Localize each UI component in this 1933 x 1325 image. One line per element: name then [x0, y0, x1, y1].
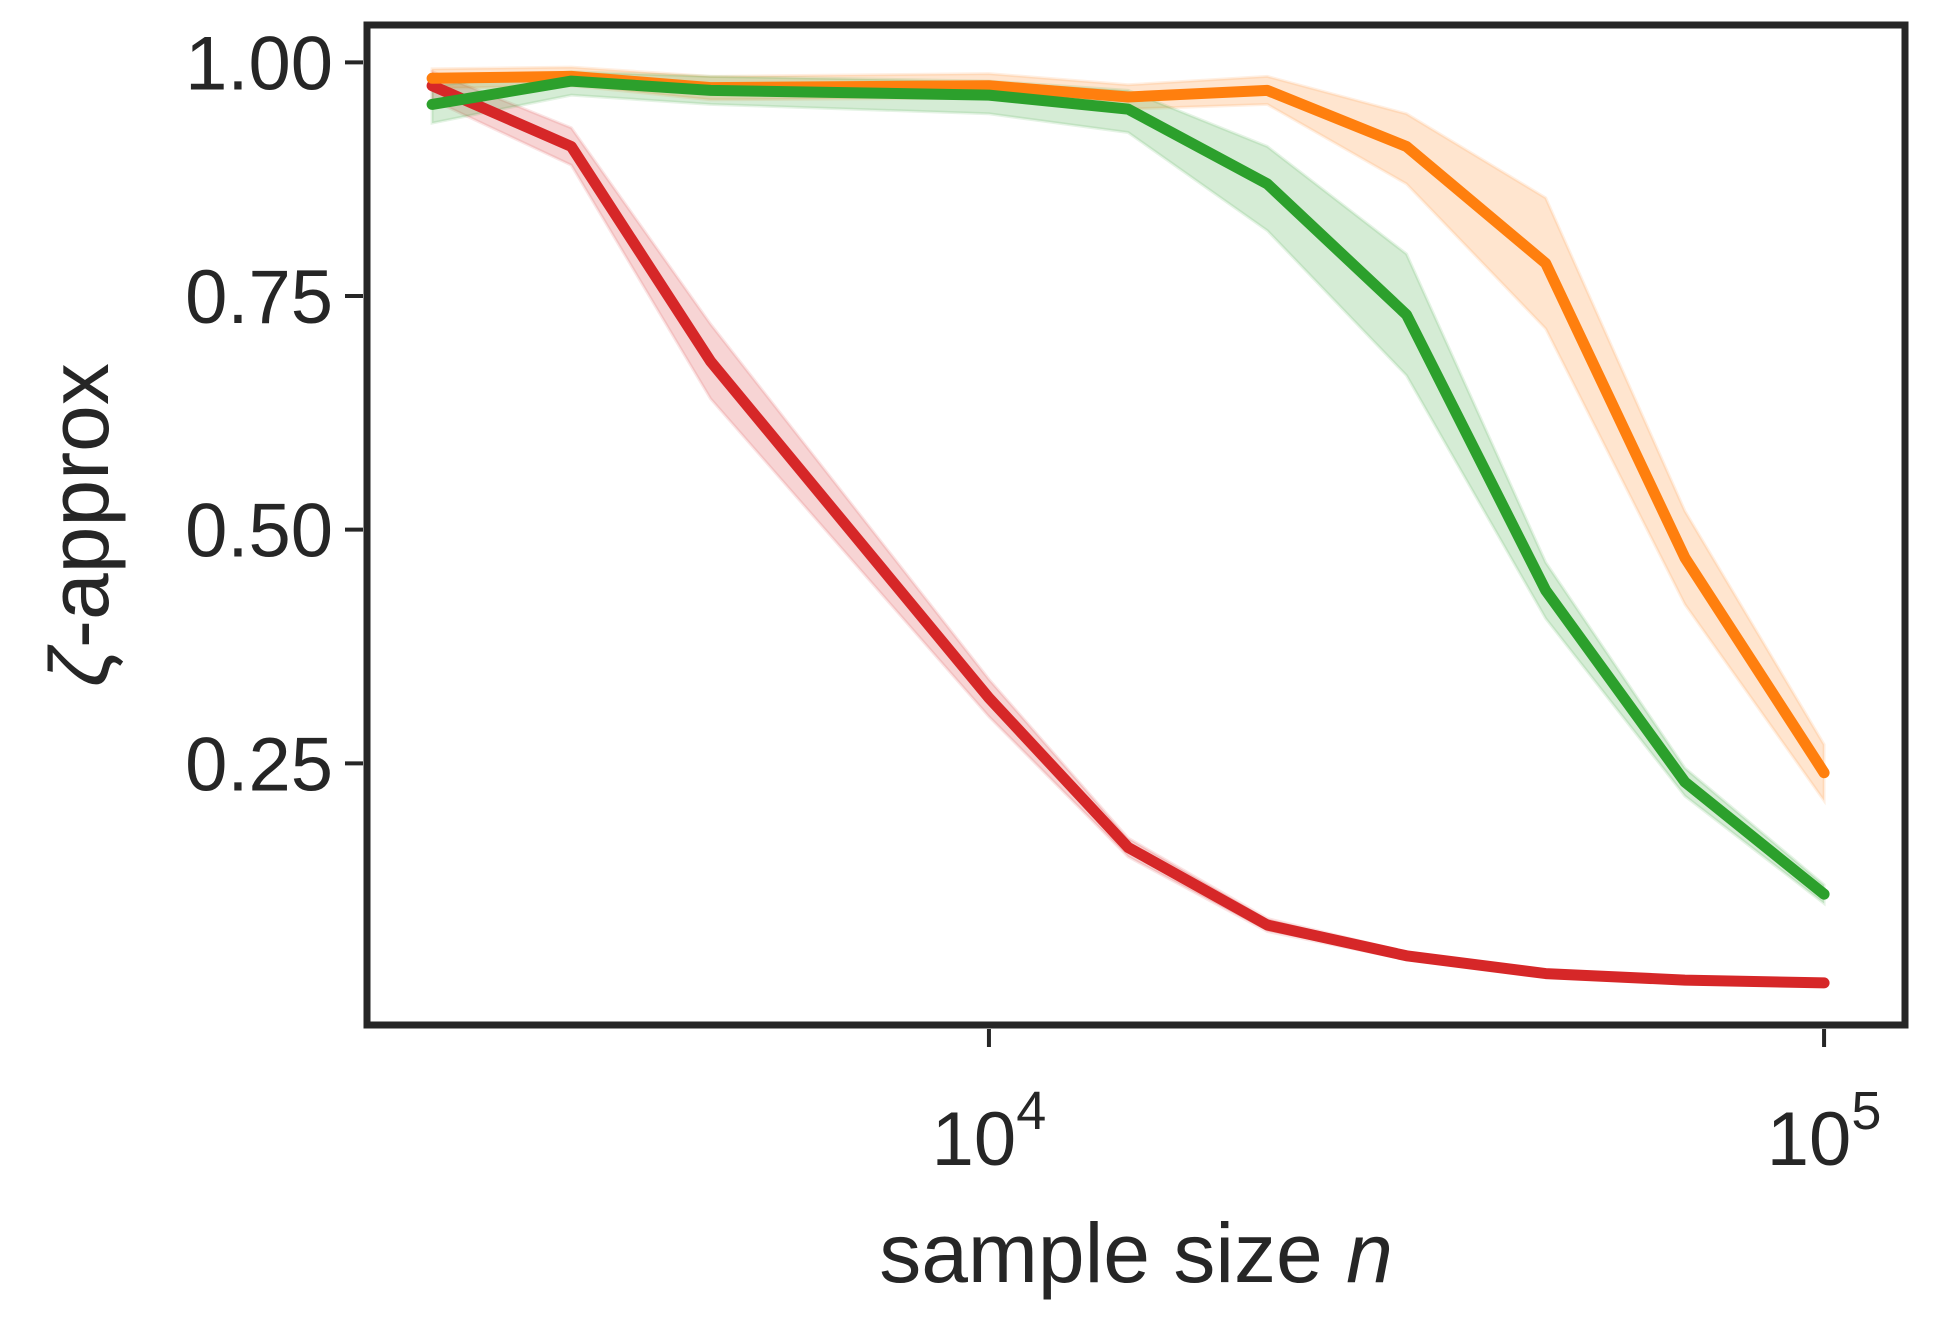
red-point — [431, 85, 433, 87]
green-line — [426, 75, 1830, 900]
y-tick-label: 0.75 — [185, 255, 333, 340]
green-point — [1266, 183, 1268, 185]
green-point — [1127, 108, 1129, 110]
orange-point — [431, 77, 433, 79]
green-point — [1823, 893, 1825, 895]
y-tick-label: 1.00 — [185, 21, 333, 106]
orange-point — [1684, 557, 1686, 559]
series-lines — [426, 70, 1830, 989]
y-tick-label: 0.50 — [185, 489, 333, 574]
red-point — [570, 146, 572, 148]
y-axis-label-symbol: ζ — [32, 644, 126, 687]
green-point — [1545, 589, 1547, 591]
orange-band — [430, 65, 1826, 806]
plot-frame — [363, 21, 1909, 1029]
red-point — [1545, 973, 1547, 975]
x-axis-label-variable: n — [1346, 1206, 1393, 1300]
green-point — [570, 80, 572, 82]
x-axis: 104 105 — [932, 1029, 1882, 1182]
y-axis-label: ζ-approx — [32, 363, 126, 687]
green-point — [1406, 314, 1408, 316]
orange-point — [1545, 262, 1547, 264]
x-axis-label-prefix: sample size — [879, 1206, 1346, 1300]
green-point — [988, 94, 990, 96]
x-axis-label: sample size n — [879, 1206, 1393, 1300]
red-point — [1823, 982, 1825, 984]
orange-point — [1127, 96, 1129, 98]
green-point — [431, 103, 433, 105]
orange-point — [1406, 146, 1408, 148]
red-point — [1127, 846, 1129, 848]
green-band — [430, 70, 1826, 907]
red-line — [426, 80, 1830, 989]
red-point — [710, 360, 712, 362]
orange-point — [1823, 772, 1825, 774]
x-tick-label: 104 — [932, 1081, 1047, 1182]
y-tick-label: 0.25 — [185, 722, 333, 807]
red-point — [1266, 924, 1268, 926]
y-axis: 0.25 0.50 0.75 1.00 — [185, 21, 363, 807]
y-axis-label-suffix: -approx — [32, 363, 126, 648]
x-tick-label: 105 — [1767, 1081, 1882, 1182]
red-point — [1406, 955, 1408, 957]
green-point — [1684, 781, 1686, 783]
orange-point — [1266, 89, 1268, 91]
red-point — [988, 697, 990, 699]
orange-point — [988, 85, 990, 87]
red-point — [1684, 979, 1686, 981]
green-point — [710, 89, 712, 91]
